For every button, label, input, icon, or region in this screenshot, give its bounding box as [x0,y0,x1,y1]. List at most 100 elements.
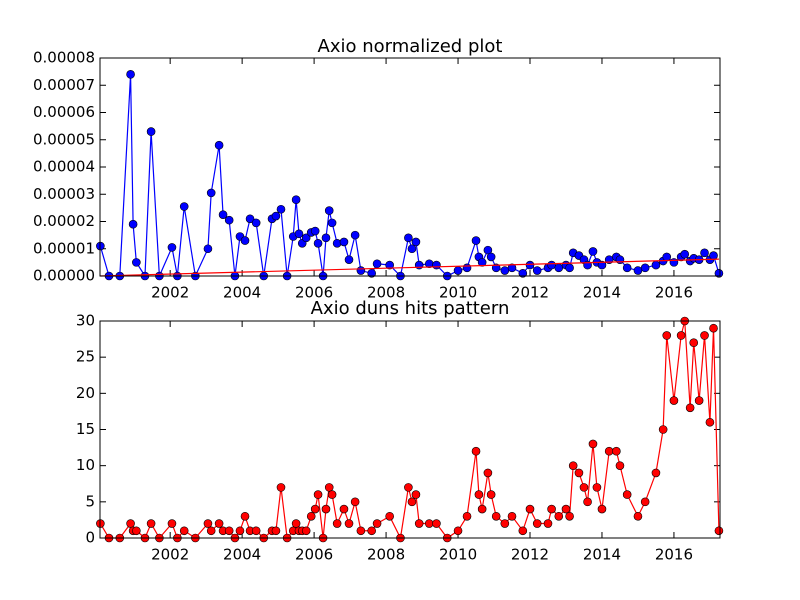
marker [633,266,643,275]
marker [203,519,213,528]
marker [525,260,535,270]
y-tick-label: 0.00002 [33,212,95,230]
marker [327,218,337,228]
plot-frame [99,57,721,277]
marker [404,483,413,492]
marker [301,526,311,536]
marker [367,526,376,536]
marker [167,243,177,252]
x-tick-label: 2014 [583,546,621,564]
x-tick-label: 2016 [655,546,693,564]
x-tick-label: 2002 [151,284,189,302]
x-tick-label: 2012 [511,546,549,564]
marker [327,490,337,499]
y-tick-label: 0.00001 [33,239,95,257]
marker [554,511,564,521]
x-tick-label: 2004 [223,546,261,564]
marker [424,519,434,528]
marker [385,511,394,521]
plot-frame [99,320,721,539]
marker [561,504,571,514]
marker [554,263,564,273]
marker [321,504,331,514]
marker [574,468,584,478]
y-tick-label: 0.00004 [33,158,95,176]
y-tick-label: 0.00006 [33,103,95,121]
marker [167,519,177,528]
marker [214,519,224,528]
marker [633,511,643,521]
marker [500,519,510,528]
marker [356,266,366,275]
marker [491,511,501,521]
marker [662,252,672,262]
marker [313,239,323,248]
marker [709,323,718,333]
marker [615,461,625,470]
y-tick-label: 0.00008 [33,49,95,67]
marker [271,211,281,221]
marker [651,468,661,478]
x-tick-label: 2008 [367,284,405,302]
marker [344,255,354,264]
marker [372,259,382,269]
marker [543,519,553,528]
x-tick-label: 2010 [439,546,477,564]
chart-title: Axio normalized plot [318,36,503,57]
marker [565,263,574,273]
marker [685,403,695,413]
marker [291,195,301,204]
marker [680,249,690,259]
marker [709,251,718,260]
marker [669,258,679,267]
marker [640,497,650,507]
marker [324,483,334,492]
marker [301,233,311,243]
marker [453,266,463,275]
marker [477,258,487,267]
marker [324,206,334,215]
marker [622,263,632,273]
marker [588,439,598,449]
marker [251,218,261,228]
marker [432,260,441,270]
marker [597,260,607,270]
y-tick-label: 30 [76,312,95,330]
marker [132,526,141,536]
marker [240,236,250,245]
marker [367,268,376,278]
marker [432,519,441,528]
marker [356,526,366,536]
marker [339,504,349,514]
marker [507,263,517,273]
y-tick-label: 0.00000 [33,267,95,285]
series-line [100,258,719,277]
marker [310,226,320,236]
x-tick-label: 2014 [583,284,621,302]
y-tick-label: 0.00003 [33,185,95,203]
marker [350,230,360,240]
marker [179,202,189,211]
marker [565,511,574,521]
marker [532,266,542,275]
marker [474,490,484,499]
marker [206,526,216,536]
marker [146,127,156,136]
marker [483,468,493,478]
marker [518,268,528,278]
marker [276,204,286,214]
marker [321,233,331,243]
x-tick-label: 2010 [439,284,477,302]
marker [547,504,556,514]
marker [372,519,382,528]
y-tick-label: 5 [85,492,95,510]
marker [694,396,704,405]
y-tick-label: 0.00007 [33,76,95,94]
marker [411,237,421,247]
marker [291,519,301,528]
marker [313,490,323,499]
marker [344,519,354,528]
